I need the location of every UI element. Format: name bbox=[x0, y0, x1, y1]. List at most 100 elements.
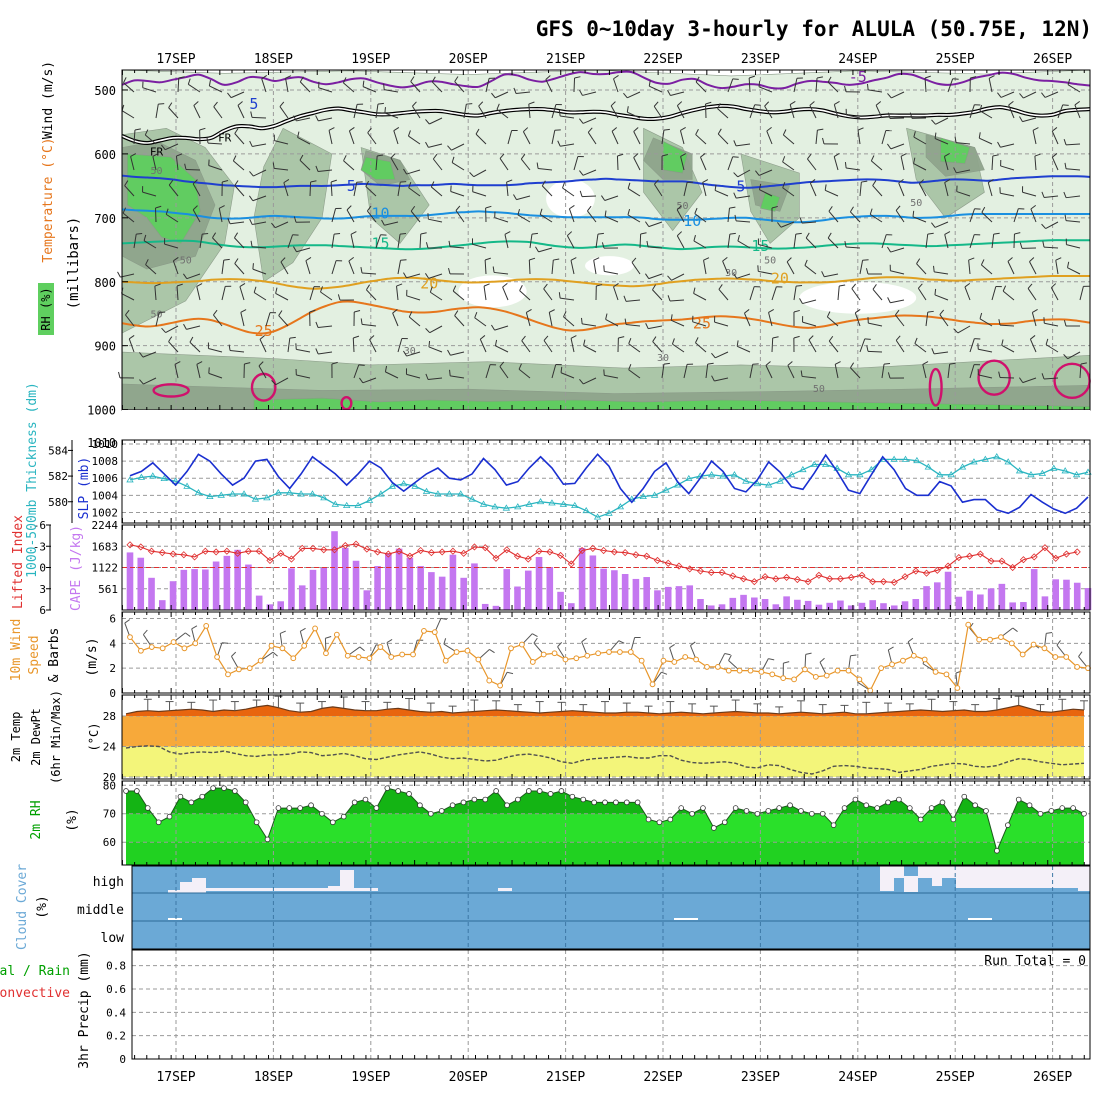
wind-barb bbox=[717, 108, 729, 119]
wind-barb bbox=[396, 286, 399, 301]
wind-speed-point bbox=[540, 651, 547, 658]
thickness-point bbox=[958, 463, 967, 470]
rh-2m-band bbox=[126, 813, 1084, 843]
wind-barb bbox=[890, 299, 905, 304]
isotherm--5 bbox=[121, 70, 1091, 90]
wind-barb bbox=[193, 105, 201, 119]
rh-2m-point bbox=[362, 796, 369, 803]
wind-speed-point bbox=[268, 642, 275, 649]
wind-barb bbox=[956, 169, 971, 174]
rh-2m-point bbox=[580, 796, 587, 803]
wind-barb-flag bbox=[518, 363, 522, 370]
minmax-axis-title: (6hr Min/Max) bbox=[49, 690, 63, 784]
rh-2m-point bbox=[1048, 808, 1055, 814]
wind-barb bbox=[362, 377, 377, 384]
lifted-index-point bbox=[438, 548, 446, 556]
wind-barb-flag bbox=[563, 311, 567, 318]
wind-barb bbox=[406, 273, 421, 279]
wind-barb-flag bbox=[381, 219, 385, 226]
wind-barb-flag bbox=[425, 119, 430, 125]
day-label-bottom: 18SEP bbox=[254, 1070, 293, 1085]
wind-barb-flag bbox=[234, 128, 239, 134]
wind-barb-flag bbox=[933, 265, 935, 272]
wind-speed-point bbox=[998, 634, 1004, 641]
rh-2m-point bbox=[983, 808, 989, 814]
cape-bar bbox=[740, 594, 747, 610]
rh-2m-point bbox=[950, 816, 957, 823]
wind-barb-flag bbox=[502, 283, 508, 288]
wind-barb-flag bbox=[953, 328, 959, 334]
wind-speed-point bbox=[671, 659, 678, 665]
isotherm-label: 20 bbox=[771, 270, 789, 288]
wind-barb bbox=[233, 160, 245, 171]
wind-barb-flag bbox=[399, 232, 407, 235]
wind-speed-point bbox=[889, 661, 895, 668]
lifted-index-point bbox=[955, 554, 963, 562]
wind-barb bbox=[680, 156, 685, 171]
wind-barb bbox=[506, 182, 509, 197]
wind-barb-flag bbox=[244, 362, 251, 365]
day-label-top: 25SEP bbox=[936, 52, 975, 67]
wind-barb-flag bbox=[222, 180, 229, 183]
cape-bar bbox=[815, 604, 823, 610]
cape-bar bbox=[428, 572, 435, 610]
wind-barb bbox=[845, 246, 861, 249]
wind-barb-flag bbox=[196, 283, 203, 287]
wind-barb bbox=[653, 106, 663, 119]
wind-barb bbox=[1067, 351, 1081, 360]
wind-barb-flag bbox=[653, 101, 659, 107]
wind-barb-flag bbox=[155, 205, 162, 209]
wind-barb bbox=[922, 364, 927, 379]
isotherm-label: 15 bbox=[751, 237, 769, 255]
wind-barb bbox=[252, 195, 267, 202]
wind-barb bbox=[914, 343, 927, 353]
wind-barb bbox=[703, 260, 707, 275]
thickness-point bbox=[616, 503, 625, 510]
wind-barb-flag bbox=[839, 284, 846, 287]
wind-barb-flag bbox=[174, 361, 181, 365]
wind-speed-point bbox=[453, 649, 460, 655]
wind-speed-point bbox=[1052, 654, 1059, 660]
wind-barb bbox=[957, 325, 971, 334]
wind-barb-flag bbox=[705, 101, 712, 105]
rh-2m-point bbox=[1081, 810, 1087, 817]
wind-barb-flag bbox=[227, 92, 232, 98]
lifted-index-point bbox=[750, 578, 758, 586]
thickness-point bbox=[525, 500, 533, 507]
rh2m-unit-title-part: (%) bbox=[65, 808, 80, 831]
temp-max-fill bbox=[126, 705, 1084, 717]
wind-barb bbox=[450, 375, 465, 379]
wind-barb-10m-flag bbox=[533, 637, 538, 644]
wind-barb bbox=[766, 130, 773, 145]
rh-2m-point bbox=[123, 788, 129, 794]
wind-barb-flag bbox=[633, 153, 639, 158]
wind-barb bbox=[649, 85, 663, 93]
wind-barb bbox=[1022, 377, 1037, 384]
wind-barb bbox=[343, 82, 355, 93]
wind-barb bbox=[809, 105, 817, 119]
wind-barb bbox=[221, 286, 226, 301]
wind-barb bbox=[676, 235, 685, 249]
wind-speed-point bbox=[235, 666, 242, 673]
wind-barb bbox=[815, 78, 818, 93]
wind-barb bbox=[850, 367, 861, 379]
isotherm-label: 5 bbox=[347, 177, 356, 195]
wind-barb bbox=[454, 315, 465, 327]
wind-barb-flag bbox=[671, 338, 675, 345]
wind-barb-10m-flag bbox=[359, 646, 365, 652]
wind-barb bbox=[528, 104, 531, 119]
wind-barb bbox=[991, 155, 994, 171]
day-label-top: 18SEP bbox=[254, 52, 293, 67]
rh-2m-point bbox=[852, 796, 859, 803]
wind-barb-flag bbox=[293, 246, 297, 252]
wind-barb bbox=[177, 77, 180, 93]
thickness-point bbox=[491, 503, 499, 510]
cloud-gap bbox=[206, 888, 376, 891]
wind-barb-flag bbox=[924, 75, 931, 79]
wind-barb bbox=[144, 134, 157, 145]
wind-barb bbox=[1013, 208, 1019, 223]
wind-barb-flag bbox=[451, 156, 455, 163]
thickness-point bbox=[821, 460, 830, 467]
wind-barb-flag bbox=[913, 157, 916, 164]
